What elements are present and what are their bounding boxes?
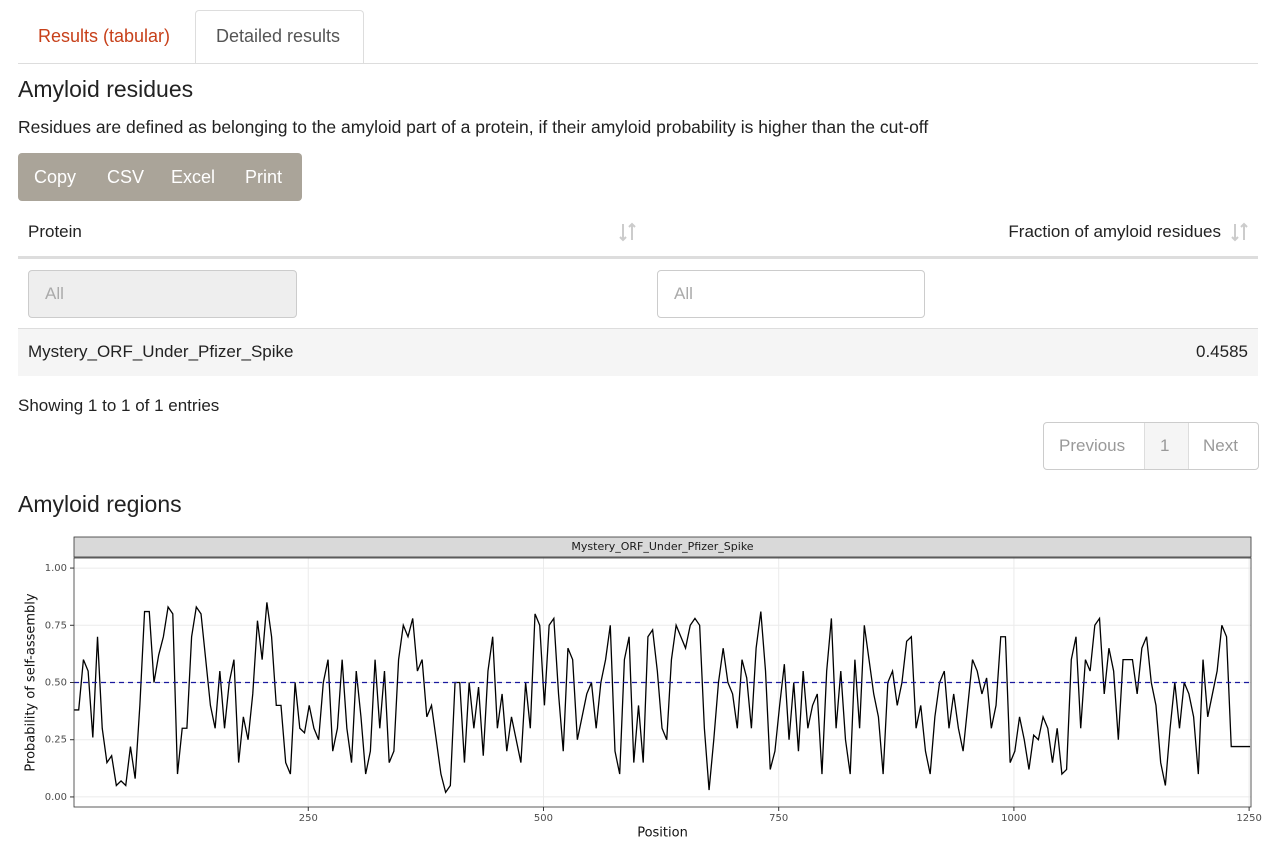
panel-border: [73, 557, 1252, 808]
sort-icon[interactable]: [618, 222, 638, 242]
y-tick-label: 0.00: [45, 792, 67, 803]
sort-icon[interactable]: [1230, 222, 1250, 242]
y-tick-label: 0.25: [45, 735, 67, 746]
filter-input[interactable]: [657, 270, 925, 318]
page-next[interactable]: Next: [1203, 436, 1238, 455]
x-tick-label: 500: [534, 813, 553, 824]
y-tick-label: 0.50: [45, 678, 67, 689]
x-tick-label: 250: [299, 813, 318, 824]
filter-placeholder: All: [45, 284, 64, 303]
description: Residues are defined as belonging to the…: [18, 117, 929, 137]
chart: Mystery_ORF_Under_Pfizer_Spike 0.00 0.25 0.…: [24, 536, 1262, 841]
tab[interactable]: Results (tabular): [38, 26, 171, 46]
y-tick-label: 1.00: [45, 563, 67, 574]
column-header[interactable]: Protein: [28, 222, 82, 241]
page-number[interactable]: 1: [1160, 436, 1170, 455]
cell: 0.4585: [1196, 342, 1248, 361]
button[interactable]: Copy: [34, 167, 77, 187]
data-line: [74, 602, 1251, 794]
y-tick-label: 0.75: [45, 620, 67, 631]
header-rule: [18, 256, 1258, 259]
table-row: [18, 328, 1258, 376]
button[interactable]: Print: [245, 167, 283, 187]
page-prev[interactable]: Previous: [1059, 436, 1126, 455]
column-header[interactable]: Fraction of amyloid residues: [1008, 222, 1221, 241]
section-title: Amyloid residues: [18, 76, 194, 102]
x-tick-label: 750: [769, 813, 788, 824]
x-axis-label: Position: [637, 826, 688, 841]
strip: [73, 536, 1252, 558]
section-title: Amyloid regions: [18, 491, 182, 517]
pagination: [1043, 422, 1259, 470]
cell: Mystery_ORF_Under_Pfizer_Spike: [28, 342, 294, 361]
tab[interactable]: Detailed results: [216, 26, 341, 46]
filter-input[interactable]: [28, 270, 297, 318]
tab-divider: [18, 63, 1258, 64]
active-tab[interactable]: [195, 10, 364, 64]
y-axis-label: Probability of self-assembly: [24, 593, 39, 771]
x-tick-label: 1250: [1236, 813, 1261, 824]
button[interactable]: CSV: [107, 167, 145, 187]
page-current: [1144, 423, 1189, 469]
button-group: [18, 153, 302, 201]
button[interactable]: Excel: [171, 167, 216, 187]
table-info: Showing 1 to 1 of 1 entries: [18, 396, 220, 415]
filter-placeholder: All: [674, 284, 693, 303]
x-tick-label: 1000: [1001, 813, 1026, 824]
strip-label: Mystery_ORF_Under_Pfizer_Spike: [571, 540, 753, 553]
